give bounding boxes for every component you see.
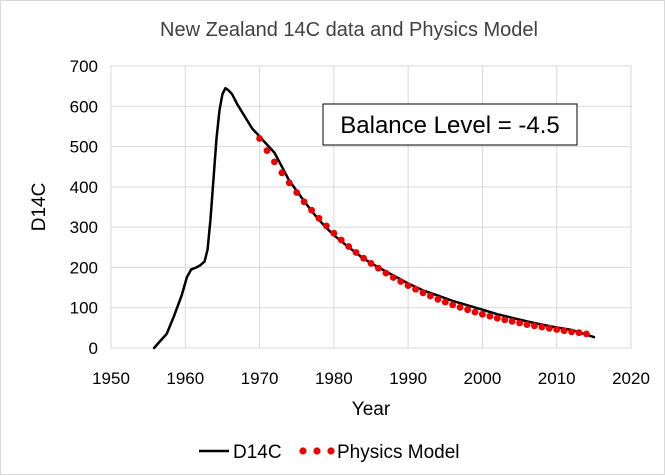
x-tick-label: 1980 [315, 369, 353, 388]
physics-model-point [583, 330, 590, 338]
physics-model-point [389, 274, 397, 281]
physics-model-point [285, 179, 293, 187]
physics-model-point [412, 285, 419, 293]
y-tick-label: 300 [70, 218, 98, 237]
physics-model-point [278, 169, 286, 177]
physics-model-point [479, 310, 486, 318]
y-tick-label: 200 [70, 258, 98, 277]
series-layer [152, 86, 596, 350]
physics-model-point [375, 264, 382, 272]
physics-model-point [427, 292, 434, 300]
legend-dot [299, 447, 307, 455]
physics-model-point [508, 318, 516, 325]
annotation-text: Balance Level = -4.5 [340, 112, 559, 139]
physics-model-point [367, 260, 375, 267]
physics-model-point [493, 314, 501, 322]
physics-model-point [516, 319, 523, 327]
physics-model-point [345, 243, 353, 250]
annotation-box [322, 103, 578, 146]
physics-model-point [456, 303, 464, 311]
series-line-d14c [152, 86, 596, 350]
x-tick-label: 1970 [241, 369, 279, 388]
physics-model-point [545, 324, 553, 332]
physics-model-point [330, 229, 338, 237]
physics-model-point [560, 327, 568, 335]
y-tick-labels: 0 100 200 300 400 500 600 700 [70, 57, 98, 358]
legend-dot [327, 447, 335, 455]
y-tick-label: 700 [70, 57, 98, 76]
physics-model-point [293, 189, 301, 196]
plot-area [110, 65, 632, 349]
physics-model-point [271, 158, 278, 166]
legend: D14C Physics Model [199, 442, 460, 463]
y-tick-label: 400 [70, 178, 98, 197]
x-axis-label: Year [352, 399, 391, 420]
physics-model-point [449, 301, 457, 309]
physics-model-point [337, 236, 345, 244]
x-tick-label: 2000 [464, 369, 502, 388]
physics-model-point [308, 206, 315, 214]
physics-model-point [464, 306, 471, 314]
physics-model-point [441, 298, 449, 306]
legend-dot [313, 447, 321, 455]
y-axis-label: D14C [29, 183, 50, 232]
x-tick-label: 2010 [538, 369, 576, 388]
physics-model-point [352, 249, 360, 256]
y-tick-label: 100 [70, 299, 98, 318]
y-tick-label: 0 [89, 339, 98, 358]
physics-model-point [300, 198, 308, 206]
legend-label-physics-model: Physics Model [337, 442, 460, 463]
x-tick-labels: 1950 1960 1970 1980 1990 2000 2010 2020 [92, 369, 650, 388]
physics-model-point [523, 321, 531, 328]
legend-dots-physics-model [299, 447, 335, 455]
physics-model-point [471, 308, 479, 316]
physics-model-point [256, 135, 263, 142]
x-tick-label: 1960 [166, 369, 204, 388]
x-tick-label: 2020 [612, 369, 650, 388]
physics-model-point [397, 278, 405, 285]
legend-label-d14c: D14C [233, 442, 282, 463]
physics-model-point [568, 328, 575, 336]
x-tick-label: 1950 [92, 369, 130, 388]
physics-model-point [434, 295, 442, 303]
physics-model-point [486, 312, 494, 320]
physics-model-point [531, 322, 538, 330]
y-tick-label: 600 [70, 97, 98, 116]
physics-model-point [575, 329, 583, 337]
x-tick-label: 1990 [389, 369, 427, 388]
physics-model-point [501, 316, 509, 324]
physics-model-point [404, 282, 412, 289]
physics-model-point [382, 269, 390, 277]
physics-model-point [315, 214, 323, 222]
physics-model-point [263, 147, 271, 155]
physics-model-point [419, 289, 427, 297]
physics-model-point [538, 323, 546, 331]
physics-model-point [323, 222, 330, 230]
y-tick-label: 500 [70, 138, 98, 157]
physics-model-point [360, 254, 367, 262]
chart-title: New Zealand 14C data and Physics Model [160, 19, 538, 41]
physics-model-point [553, 326, 561, 333]
